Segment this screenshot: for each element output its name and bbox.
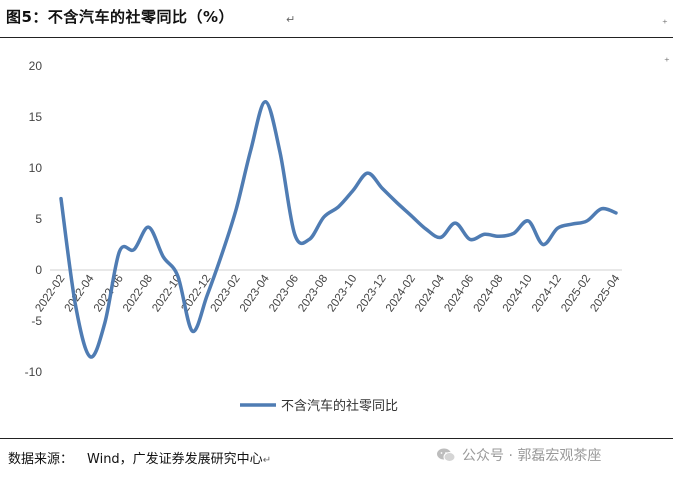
y-tick-label: 20 [29, 59, 43, 73]
watermark: 公众号 · 郭磊宏观茶座 [436, 445, 601, 465]
paragraph-mark-icon: ↵ [262, 455, 272, 466]
paragraph-mark-icon: ⁺ [662, 17, 668, 30]
bottom-rule [0, 438, 673, 439]
figure-title: 图5：不含汽车的社零同比（%） [6, 8, 234, 26]
top-rule [0, 37, 673, 38]
source-label: 数据来源： [8, 452, 74, 467]
x-axis: 2022-022022-042022-062022-082022-102022-… [33, 272, 622, 314]
y-tick-label: 5 [35, 212, 42, 226]
source-note: 数据来源： Wind，广发证券发展研究中心↵ [8, 448, 271, 467]
y-axis: 20 15 10 5 0 -5 -10 [25, 59, 43, 379]
y-tick-label: -5 [31, 314, 42, 328]
y-tick-label: 0 [35, 263, 42, 277]
series-line [59, 99, 618, 359]
wechat-icon [437, 448, 456, 462]
legend: 不含汽车的社零同比 [240, 398, 398, 414]
legend-label: 不含汽车的社零同比 [281, 398, 398, 414]
paragraph-mark-icon: ↵ [286, 13, 296, 26]
source-text: Wind，广发证券发展研究中心 [87, 452, 263, 467]
x-tick-label: 2025-04 [588, 272, 622, 314]
y-tick-label: 10 [29, 161, 43, 175]
line-chart: 20 15 10 5 0 -5 -10 2022-022022-042022-062022-… [25, 59, 623, 414]
paragraph-mark-icon: ⁺ [664, 55, 670, 68]
y-tick-label: -10 [25, 365, 43, 379]
y-tick-label: 15 [29, 110, 43, 124]
plot-area [59, 99, 618, 359]
watermark-text: 公众号 · 郭磊宏观茶座 [462, 448, 602, 464]
